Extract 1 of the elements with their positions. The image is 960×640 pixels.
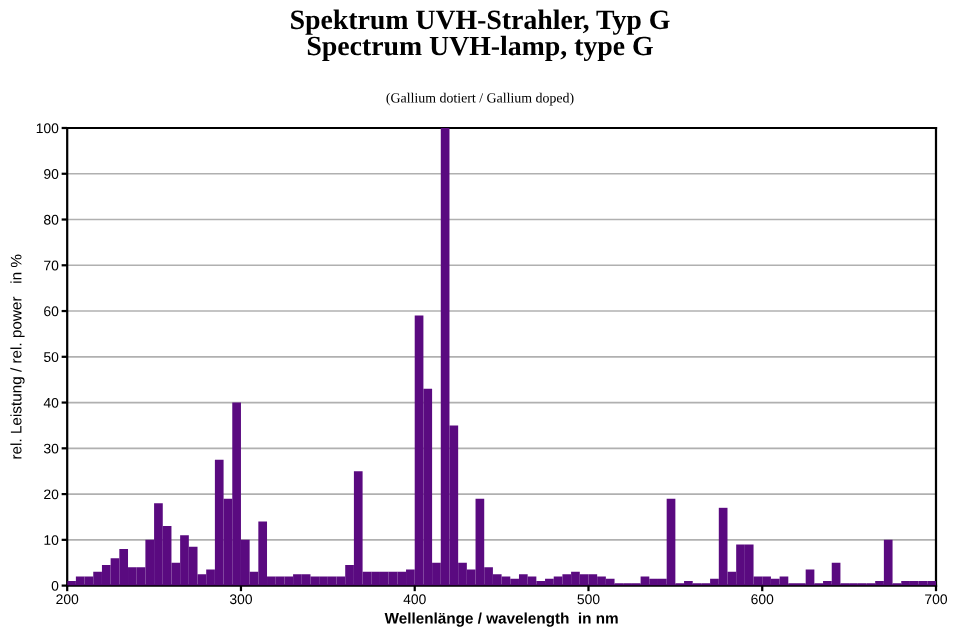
chart-title: Spektrum UVH-Strahler, Typ G Spectrum UVH-lamp, type G [291,9,670,62]
